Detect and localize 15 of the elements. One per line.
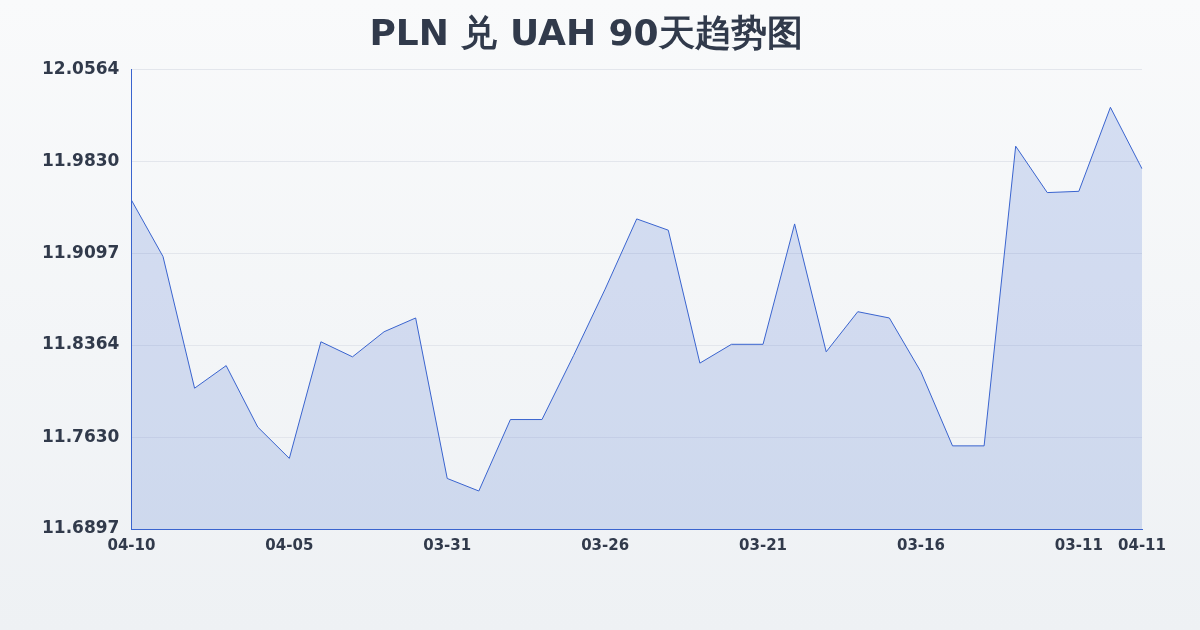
y-tick-label: 12.0564: [41, 57, 120, 78]
x-tick-label: 03-26: [581, 535, 630, 554]
chart-title: PLN 兑 UAH 90天趋势图: [369, 11, 803, 53]
y-tick-label: 11.6897: [41, 517, 120, 538]
x-tick-label: 03-21: [739, 535, 788, 554]
x-tick-label: 04-11: [1118, 535, 1166, 554]
y-tick-label: 11.9097: [41, 241, 120, 262]
x-tick-label: 03-16: [896, 535, 945, 554]
x-tick-label: 04-05: [265, 535, 314, 554]
x-tick-label: 03-31: [423, 535, 472, 554]
y-tick-label: 11.7630: [41, 425, 120, 446]
y-tick-label: 11.8364: [41, 333, 120, 354]
x-tick-label: 03-11: [1054, 535, 1103, 554]
x-tick-label: 04-10: [107, 535, 156, 554]
y-tick-label: 11.9830: [41, 149, 120, 170]
